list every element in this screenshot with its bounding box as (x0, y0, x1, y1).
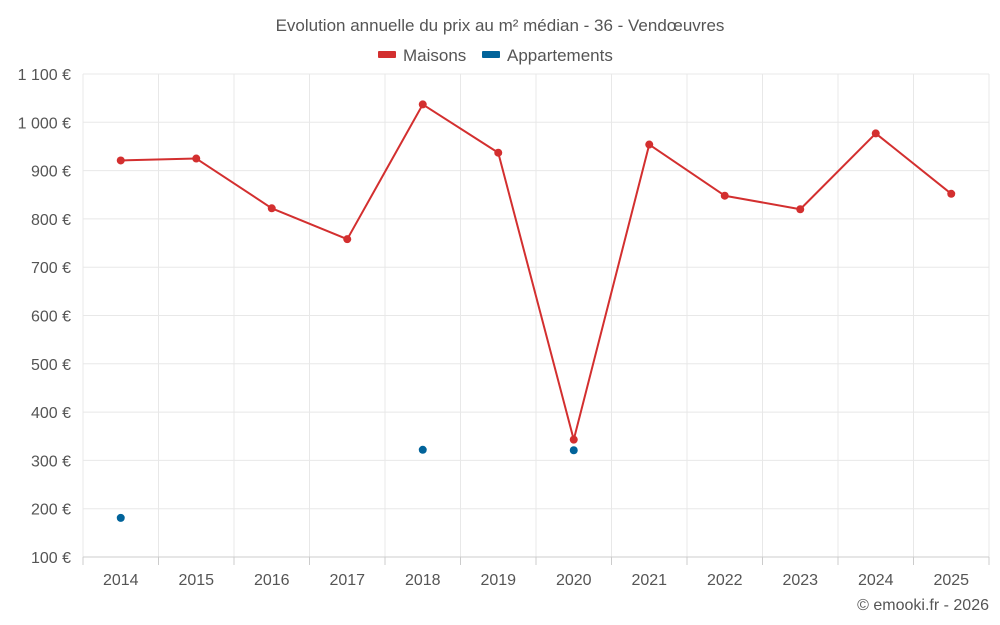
y-tick-label: 100 € (31, 550, 71, 567)
y-tick-label: 800 € (31, 212, 71, 229)
legend-label-maisons: Maisons (403, 46, 466, 65)
x-tick-label: 2017 (329, 572, 365, 589)
series-maisons (116, 100, 956, 444)
x-tick-label: 2016 (254, 572, 290, 589)
data-point-appartements[interactable] (418, 445, 427, 454)
data-point-appartements[interactable] (569, 446, 578, 455)
x-tick-label: 2022 (707, 572, 743, 589)
series-line-maisons (120, 103, 952, 441)
legend-item-appartements[interactable]: Appartements (482, 46, 613, 65)
data-point-maisons[interactable] (871, 129, 880, 138)
credit-text: © emooki.fr - 2026 (857, 597, 989, 614)
data-point-maisons[interactable] (947, 189, 956, 198)
data-point-appartements[interactable] (116, 513, 125, 522)
chart-title: Evolution annuelle du prix au m² médian … (276, 16, 725, 35)
x-tick-label: 2024 (858, 572, 894, 589)
x-tick-label: 2019 (480, 572, 516, 589)
x-tick-label: 2023 (782, 572, 818, 589)
data-point-maisons[interactable] (116, 156, 125, 165)
y-tick-label: 900 € (31, 164, 71, 181)
y-tick-label: 500 € (31, 357, 71, 374)
data-point-maisons[interactable] (418, 100, 427, 109)
x-tick-label: 2018 (405, 572, 441, 589)
x-axis: 2014 2015 2016 2017 2018 2019 2020 2021 2022 2023… (82, 556, 990, 589)
data-point-maisons[interactable] (494, 148, 503, 157)
y-tick-label: 1 000 € (18, 115, 71, 132)
y-tick-label: 400 € (31, 405, 71, 422)
y-tick-label: 600 € (31, 309, 71, 326)
data-point-maisons[interactable] (569, 435, 578, 444)
y-tick-label: 1 100 € (18, 67, 71, 84)
x-tick-label: 2020 (556, 572, 592, 589)
x-tick-label: 2025 (933, 572, 969, 589)
x-tick-label: 2015 (178, 572, 214, 589)
grid (82, 73, 990, 557)
x-tick-label: 2014 (103, 572, 139, 589)
y-tick-label: 200 € (31, 502, 71, 519)
data-point-maisons[interactable] (343, 235, 352, 244)
series-layer (116, 100, 956, 522)
legend-label-appartements: Appartements (507, 46, 613, 65)
data-point-maisons[interactable] (192, 154, 201, 163)
x-tick-label: 2021 (631, 572, 667, 589)
y-axis: 100 € 200 € 300 € 400 € 500 € 600 € 700 € 800 €… (18, 67, 71, 567)
data-point-maisons[interactable] (645, 140, 654, 149)
legend-swatch-maisons (378, 51, 396, 58)
legend-item-maisons[interactable]: Maisons (378, 46, 466, 65)
y-tick-label: 700 € (31, 260, 71, 277)
data-point-maisons[interactable] (267, 204, 276, 213)
data-point-maisons[interactable] (796, 205, 805, 214)
legend-swatch-appartements (482, 51, 500, 58)
legend: Maisons Appartements (378, 46, 613, 65)
y-tick-label: 300 € (31, 453, 71, 470)
data-point-maisons[interactable] (720, 191, 729, 200)
series-appartements (116, 445, 578, 522)
